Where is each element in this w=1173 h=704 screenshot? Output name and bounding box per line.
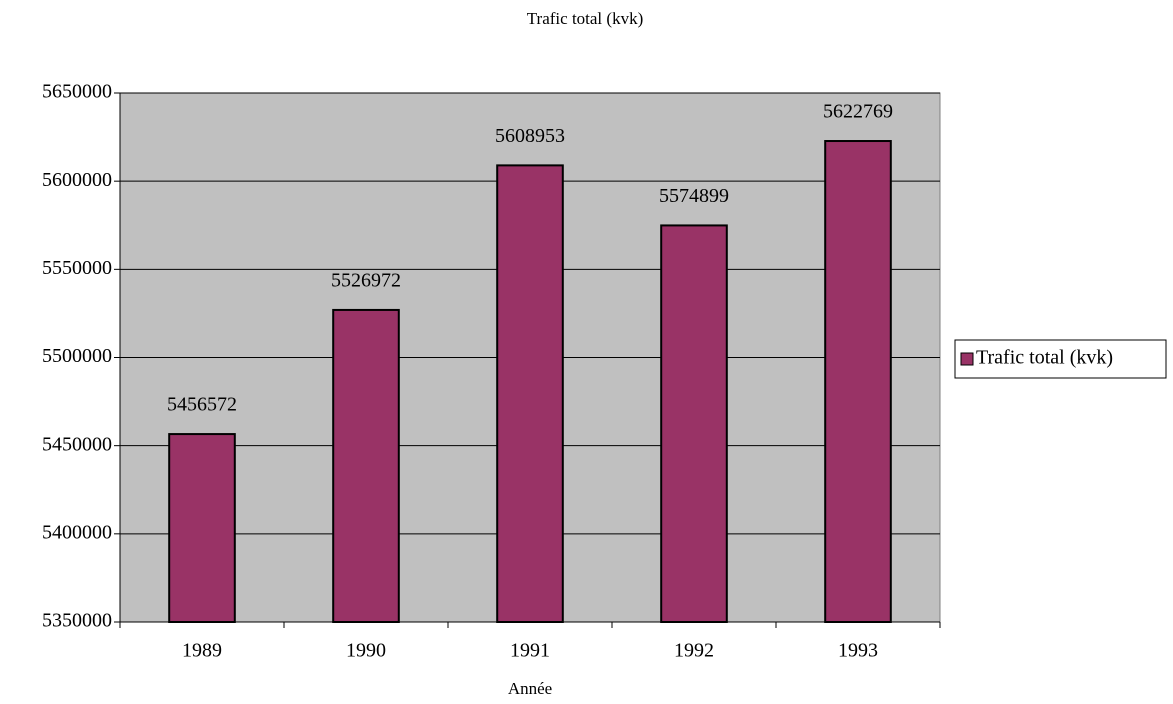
- data-label: 5526972: [331, 270, 401, 292]
- x-tick-label: 1992: [674, 640, 714, 662]
- y-tick-label: 5350000: [42, 610, 112, 632]
- legend-label: Trafic total (kvk): [976, 347, 1113, 369]
- x-tick-label: 1993: [838, 640, 878, 662]
- x-tick-label: 1991: [510, 640, 550, 662]
- x-axis-label: Année: [508, 679, 552, 698]
- legend-box: [954, 339, 1167, 379]
- data-label: 5574899: [659, 185, 729, 207]
- data-label: 5456572: [167, 394, 237, 416]
- y-tick-label: 5650000: [42, 81, 112, 103]
- y-tick-label: 5500000: [42, 345, 112, 367]
- bar: [332, 308, 400, 623]
- y-tick-label: 5400000: [42, 521, 112, 543]
- chart-title: Trafic total (kvk): [527, 9, 643, 28]
- legend-swatch: [960, 352, 974, 366]
- bar: [824, 140, 892, 623]
- x-tick-label: 1990: [346, 640, 386, 662]
- bar: [168, 433, 236, 623]
- y-tick-label: 5450000: [42, 433, 112, 455]
- data-label: 5608953: [495, 125, 565, 147]
- bar: [496, 164, 564, 623]
- y-tick-label: 5600000: [42, 169, 112, 191]
- y-tick-label: 5550000: [42, 257, 112, 279]
- data-label: 5622769: [823, 101, 893, 123]
- x-tick-label: 1989: [182, 640, 222, 662]
- bar: [660, 224, 728, 623]
